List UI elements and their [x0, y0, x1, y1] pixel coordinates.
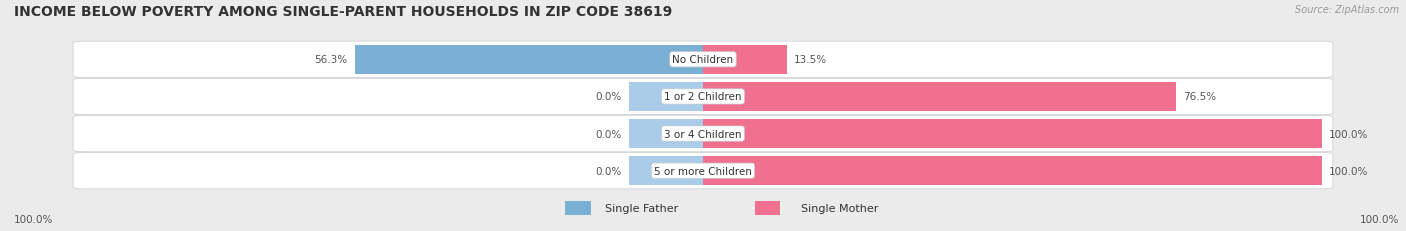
Text: 100.0%: 100.0% — [1329, 166, 1368, 176]
Text: No Children: No Children — [672, 55, 734, 65]
Text: 56.3%: 56.3% — [315, 55, 347, 65]
Text: 0.0%: 0.0% — [596, 166, 621, 176]
Text: 3 or 4 Children: 3 or 4 Children — [664, 129, 742, 139]
Text: 0.0%: 0.0% — [596, 92, 621, 102]
Text: 100.0%: 100.0% — [1329, 129, 1368, 139]
Text: 100.0%: 100.0% — [14, 214, 53, 225]
Text: Source: ZipAtlas.com: Source: ZipAtlas.com — [1295, 5, 1399, 15]
Text: 5 or more Children: 5 or more Children — [654, 166, 752, 176]
Text: Single Father: Single Father — [605, 203, 678, 213]
Text: Single Mother: Single Mother — [801, 203, 879, 213]
Text: 100.0%: 100.0% — [1360, 214, 1399, 225]
Text: INCOME BELOW POVERTY AMONG SINGLE-PARENT HOUSEHOLDS IN ZIP CODE 38619: INCOME BELOW POVERTY AMONG SINGLE-PARENT… — [14, 5, 672, 18]
Text: 1 or 2 Children: 1 or 2 Children — [664, 92, 742, 102]
Text: 76.5%: 76.5% — [1184, 92, 1216, 102]
Text: 0.0%: 0.0% — [596, 129, 621, 139]
Text: 13.5%: 13.5% — [793, 55, 827, 65]
